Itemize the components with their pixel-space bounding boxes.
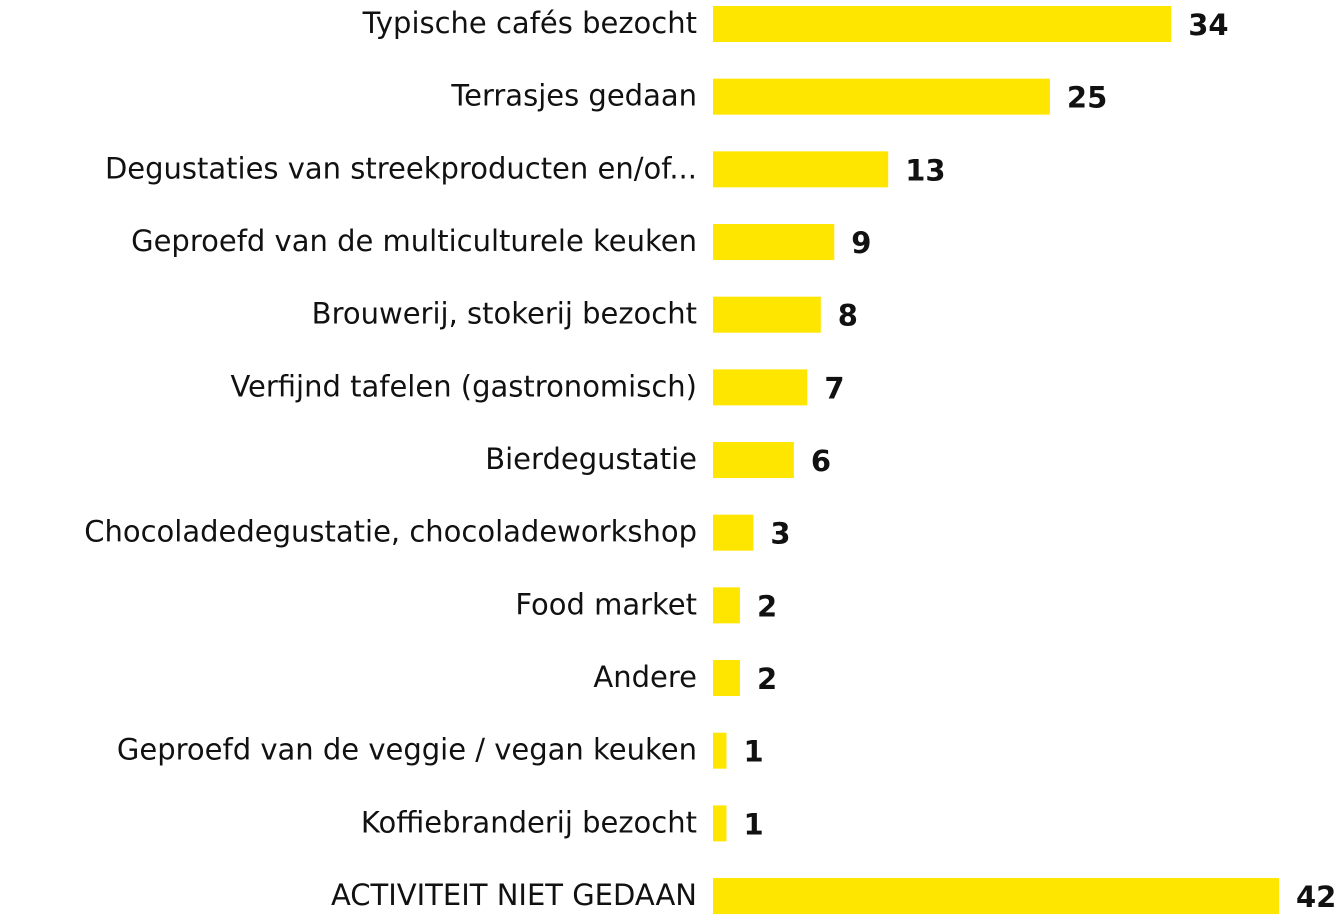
value-label: 6 [811,444,831,478]
bar [713,78,1050,115]
category-label: Typische cafés bezocht [362,6,697,40]
bar [713,878,1279,915]
category-label: Chocoladedegustatie, chocoladeworkshop [84,515,697,549]
category-label: Geproefd van de multiculturele keuken [131,224,697,258]
bar [713,369,808,406]
value-label: 1 [743,735,763,769]
bar [713,442,794,479]
bar [713,151,889,188]
bar [713,224,835,261]
category-label: ACTIVITEIT NIET GEDAAN [331,878,697,912]
bar [713,514,754,551]
category-label: Verfijnd tafelen (gastronomisch) [230,369,697,403]
value-label: 9 [851,226,871,260]
value-label: 3 [770,517,790,551]
value-label: 34 [1188,8,1228,42]
category-label: Geproefd van de veggie / vegan keuken [117,733,697,767]
value-label: 2 [757,662,777,696]
category-label: Bierdegustatie [485,442,697,476]
category-label: Terrasjes gedaan [450,79,697,113]
bar [713,296,821,333]
value-label: 8 [838,299,858,333]
value-label: 7 [824,371,844,405]
bar [713,732,727,769]
value-label: 2 [757,589,777,623]
category-label: Koffiebranderij bezocht [361,805,697,839]
category-label: Brouwerij, stokerij bezocht [312,297,697,331]
category-label: Andere [593,660,697,694]
category-label: Degustaties van streekproducten en/of... [105,151,697,185]
value-label: 25 [1067,81,1107,115]
bar [713,587,740,624]
category-label: Food market [515,587,697,621]
bar [713,6,1172,42]
value-label: 42 [1296,880,1336,914]
bar [713,660,740,697]
value-label: 13 [905,153,945,187]
bar [713,805,727,842]
value-label: 1 [743,807,763,841]
